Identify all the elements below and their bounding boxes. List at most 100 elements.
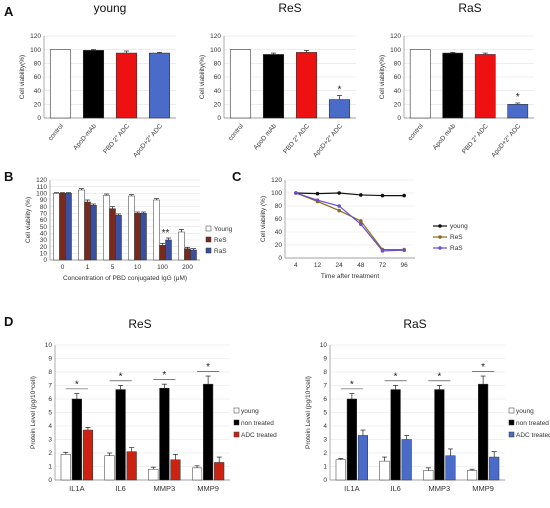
c-point [359, 193, 363, 197]
a-ras-bar [507, 104, 529, 119]
c-point [294, 191, 298, 195]
a-ras-bar [409, 49, 431, 119]
d-res-ytick-label: 3 [48, 437, 52, 444]
d-res-legend-swatch [233, 419, 240, 426]
b-bar [153, 199, 160, 261]
d-res-significance-star: * [119, 371, 123, 382]
a-res-ytick-label: 120 [210, 33, 221, 40]
a-young-ytick-label: 120 [30, 33, 41, 40]
d-ras-ytick-label: 5 [323, 410, 327, 417]
a-young-bar [148, 52, 171, 119]
b-xtick-label: 1 [86, 264, 90, 271]
d-ras-ytick-label: 9 [323, 356, 327, 363]
a-ras-xtick-label: control [407, 122, 425, 142]
b-ytick-label: 120 [36, 177, 47, 184]
a-res-bar [295, 52, 318, 119]
b-bar [190, 249, 197, 261]
b-bar [128, 195, 135, 261]
a-young-ytick-label: 20 [34, 102, 42, 109]
b-ytick-label: 70 [40, 211, 48, 218]
a-ras-ytick-label: 60 [394, 74, 402, 81]
b-xtick-label: 0 [61, 264, 65, 271]
c-legend-label: young [450, 223, 468, 230]
c-point [337, 208, 341, 213]
d-ras-ytick-label: 0 [323, 477, 327, 484]
d-res-ytick-label: 1 [48, 464, 52, 471]
a-res-bar [229, 49, 252, 119]
d-res-xtick-label: MMP3 [154, 484, 176, 493]
b-xtick-label: 100 [157, 264, 168, 271]
d-res-bar [203, 383, 214, 481]
a-young-title: young [94, 1, 127, 15]
c-xtick-label: 96 [401, 262, 409, 269]
b-legend-label: ReS [214, 237, 227, 244]
c-point [380, 249, 385, 253]
c-point [402, 248, 406, 252]
b-significance-star: ** [162, 228, 170, 239]
b-ytick-label: 50 [40, 224, 48, 231]
d-ras-legend-label: ADC treated [516, 432, 550, 439]
b-legend-label: RaS [214, 248, 227, 255]
d-res-bar [148, 468, 159, 481]
b-bar [159, 245, 166, 261]
b-legend-label: Young [214, 226, 233, 233]
d-ras-bar [434, 389, 445, 481]
d-ras-ytick-label: 10 [320, 342, 328, 349]
c-series-line-ras [295, 192, 405, 252]
d-res-ytick-label: 7 [48, 383, 52, 390]
c-legend-marker [438, 224, 442, 228]
d-ras-bar [423, 470, 434, 481]
d-ras-significance-star: * [437, 371, 441, 382]
a-res-xtick-label: ApoD mAb [252, 122, 278, 151]
b-bar [109, 208, 116, 261]
a-res-ytick-label: 40 [214, 88, 222, 95]
a-res-ytick-label: 0 [217, 115, 221, 122]
b-bar [59, 193, 66, 261]
a-ras-ytick-label: 0 [397, 115, 401, 122]
c-series-line-res [295, 192, 405, 251]
b-bar [65, 193, 72, 261]
b-legend: Young ReS RaS [205, 225, 233, 255]
c-lines: 4 12 24 48 72 96 Time after treatment [294, 191, 408, 280]
d-res-ytick-label: 6 [48, 396, 52, 403]
c-xtick-label: 4 [294, 262, 298, 269]
d-ras-legend-swatch [508, 407, 515, 414]
d-res-bar [115, 389, 126, 481]
c-ytick-label: 20 [275, 242, 283, 249]
d-ras-bar [466, 470, 478, 481]
b-ytick-label: 40 [40, 231, 48, 238]
c-legend-marker [438, 246, 442, 250]
b-bar [178, 231, 185, 261]
d-res-bar [104, 455, 115, 481]
c-ytick-label: 60 [275, 216, 283, 223]
c-point [315, 191, 320, 196]
c-axes: 0 20 40 60 80 100 120 Cell viability (%) [260, 177, 415, 262]
b-bar [84, 201, 91, 261]
d-res-bars: * IL1A * IL6 * MMP3 * MMP9 [60, 362, 225, 493]
d-res-ylabel: Protein Level (pg/10⁴cell) [30, 376, 37, 449]
a-ras-significance-star: * [516, 92, 520, 103]
a-res-ytick-label: 100 [210, 47, 221, 54]
d-res-ytick-label: 2 [48, 450, 52, 457]
b-bar [140, 213, 147, 261]
d-res-significance-star: * [162, 370, 166, 381]
a-ras-bar [474, 54, 496, 119]
d-res-bar [126, 451, 137, 481]
b-bar [78, 189, 85, 261]
a-young-ytick-label: 0 [37, 115, 41, 122]
d-ras-legend: young non treated ADC treated [508, 407, 550, 439]
a-young-ytick-label: 40 [34, 88, 42, 95]
d-ras-legend-swatch [508, 431, 515, 438]
b-bar [165, 239, 172, 261]
d-ras-bar [379, 460, 390, 481]
c-legend-label: RaS [450, 245, 463, 252]
d-res-ytick-label: 10 [45, 342, 53, 349]
d-ras-legend-swatch [508, 419, 515, 426]
d-res-bar [82, 429, 94, 481]
a-res-ytick-label: 20 [214, 102, 222, 109]
d-ras-xtick-label: MMP3 [429, 484, 451, 493]
d-ras-ytick-label: 6 [323, 396, 327, 403]
b-ytick-label: 80 [40, 204, 48, 211]
